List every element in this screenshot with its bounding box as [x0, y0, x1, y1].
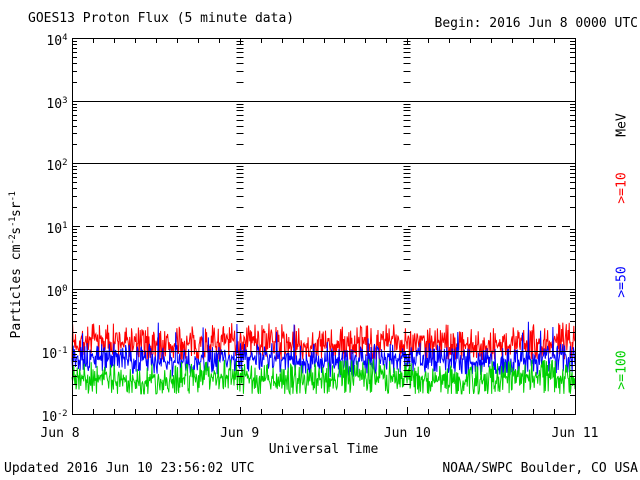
- x-tick-label-jun-8: Jun 8: [40, 426, 80, 441]
- legend-label-100: >=100: [614, 350, 630, 390]
- flux-line-ge100: [71, 358, 576, 396]
- y-tick-label-1e4: 104: [46, 33, 67, 49]
- legend-label-mev: MeV: [614, 113, 630, 137]
- x-axis-title: Universal Time: [268, 442, 379, 457]
- x-tick-label-jun-9: Jun 9: [220, 426, 260, 441]
- y-tick-label-1e2: 102: [46, 158, 67, 175]
- begin-time-label: Begin: 2016 Jun 8 0000 UTC: [434, 16, 639, 31]
- y-axis-title: Particles cm-2s-1sr-1: [8, 191, 24, 339]
- y-tick-label-1e-2: 10-2: [41, 409, 68, 425]
- updated-timestamp: Updated 2016 Jun 10 23:56:02 UTC: [4, 461, 255, 476]
- legend-label-10: >=10: [614, 172, 630, 204]
- chart-title: GOES13 Proton Flux (5 minute data): [28, 11, 295, 26]
- flux-line-ge10: [71, 322, 576, 361]
- flux-line-ge50: [71, 321, 576, 378]
- chart-grid: [72, 38, 576, 415]
- x-tick-label-jun-10: Jun 10: [383, 426, 431, 441]
- x-tick-label-jun-11: Jun 11: [551, 426, 599, 441]
- legend-label-50: >=50: [614, 266, 630, 298]
- flux-traces: [71, 321, 576, 396]
- y-tick-label-1e-1: 10-1: [41, 346, 68, 363]
- source-attribution: NOAA/SWPC Boulder, CO USA: [442, 461, 638, 476]
- y-tick-label-1e0: 100: [46, 283, 67, 300]
- y-tick-label-1e3: 103: [46, 95, 67, 112]
- y-tick-label-1e1: 101: [46, 221, 67, 237]
